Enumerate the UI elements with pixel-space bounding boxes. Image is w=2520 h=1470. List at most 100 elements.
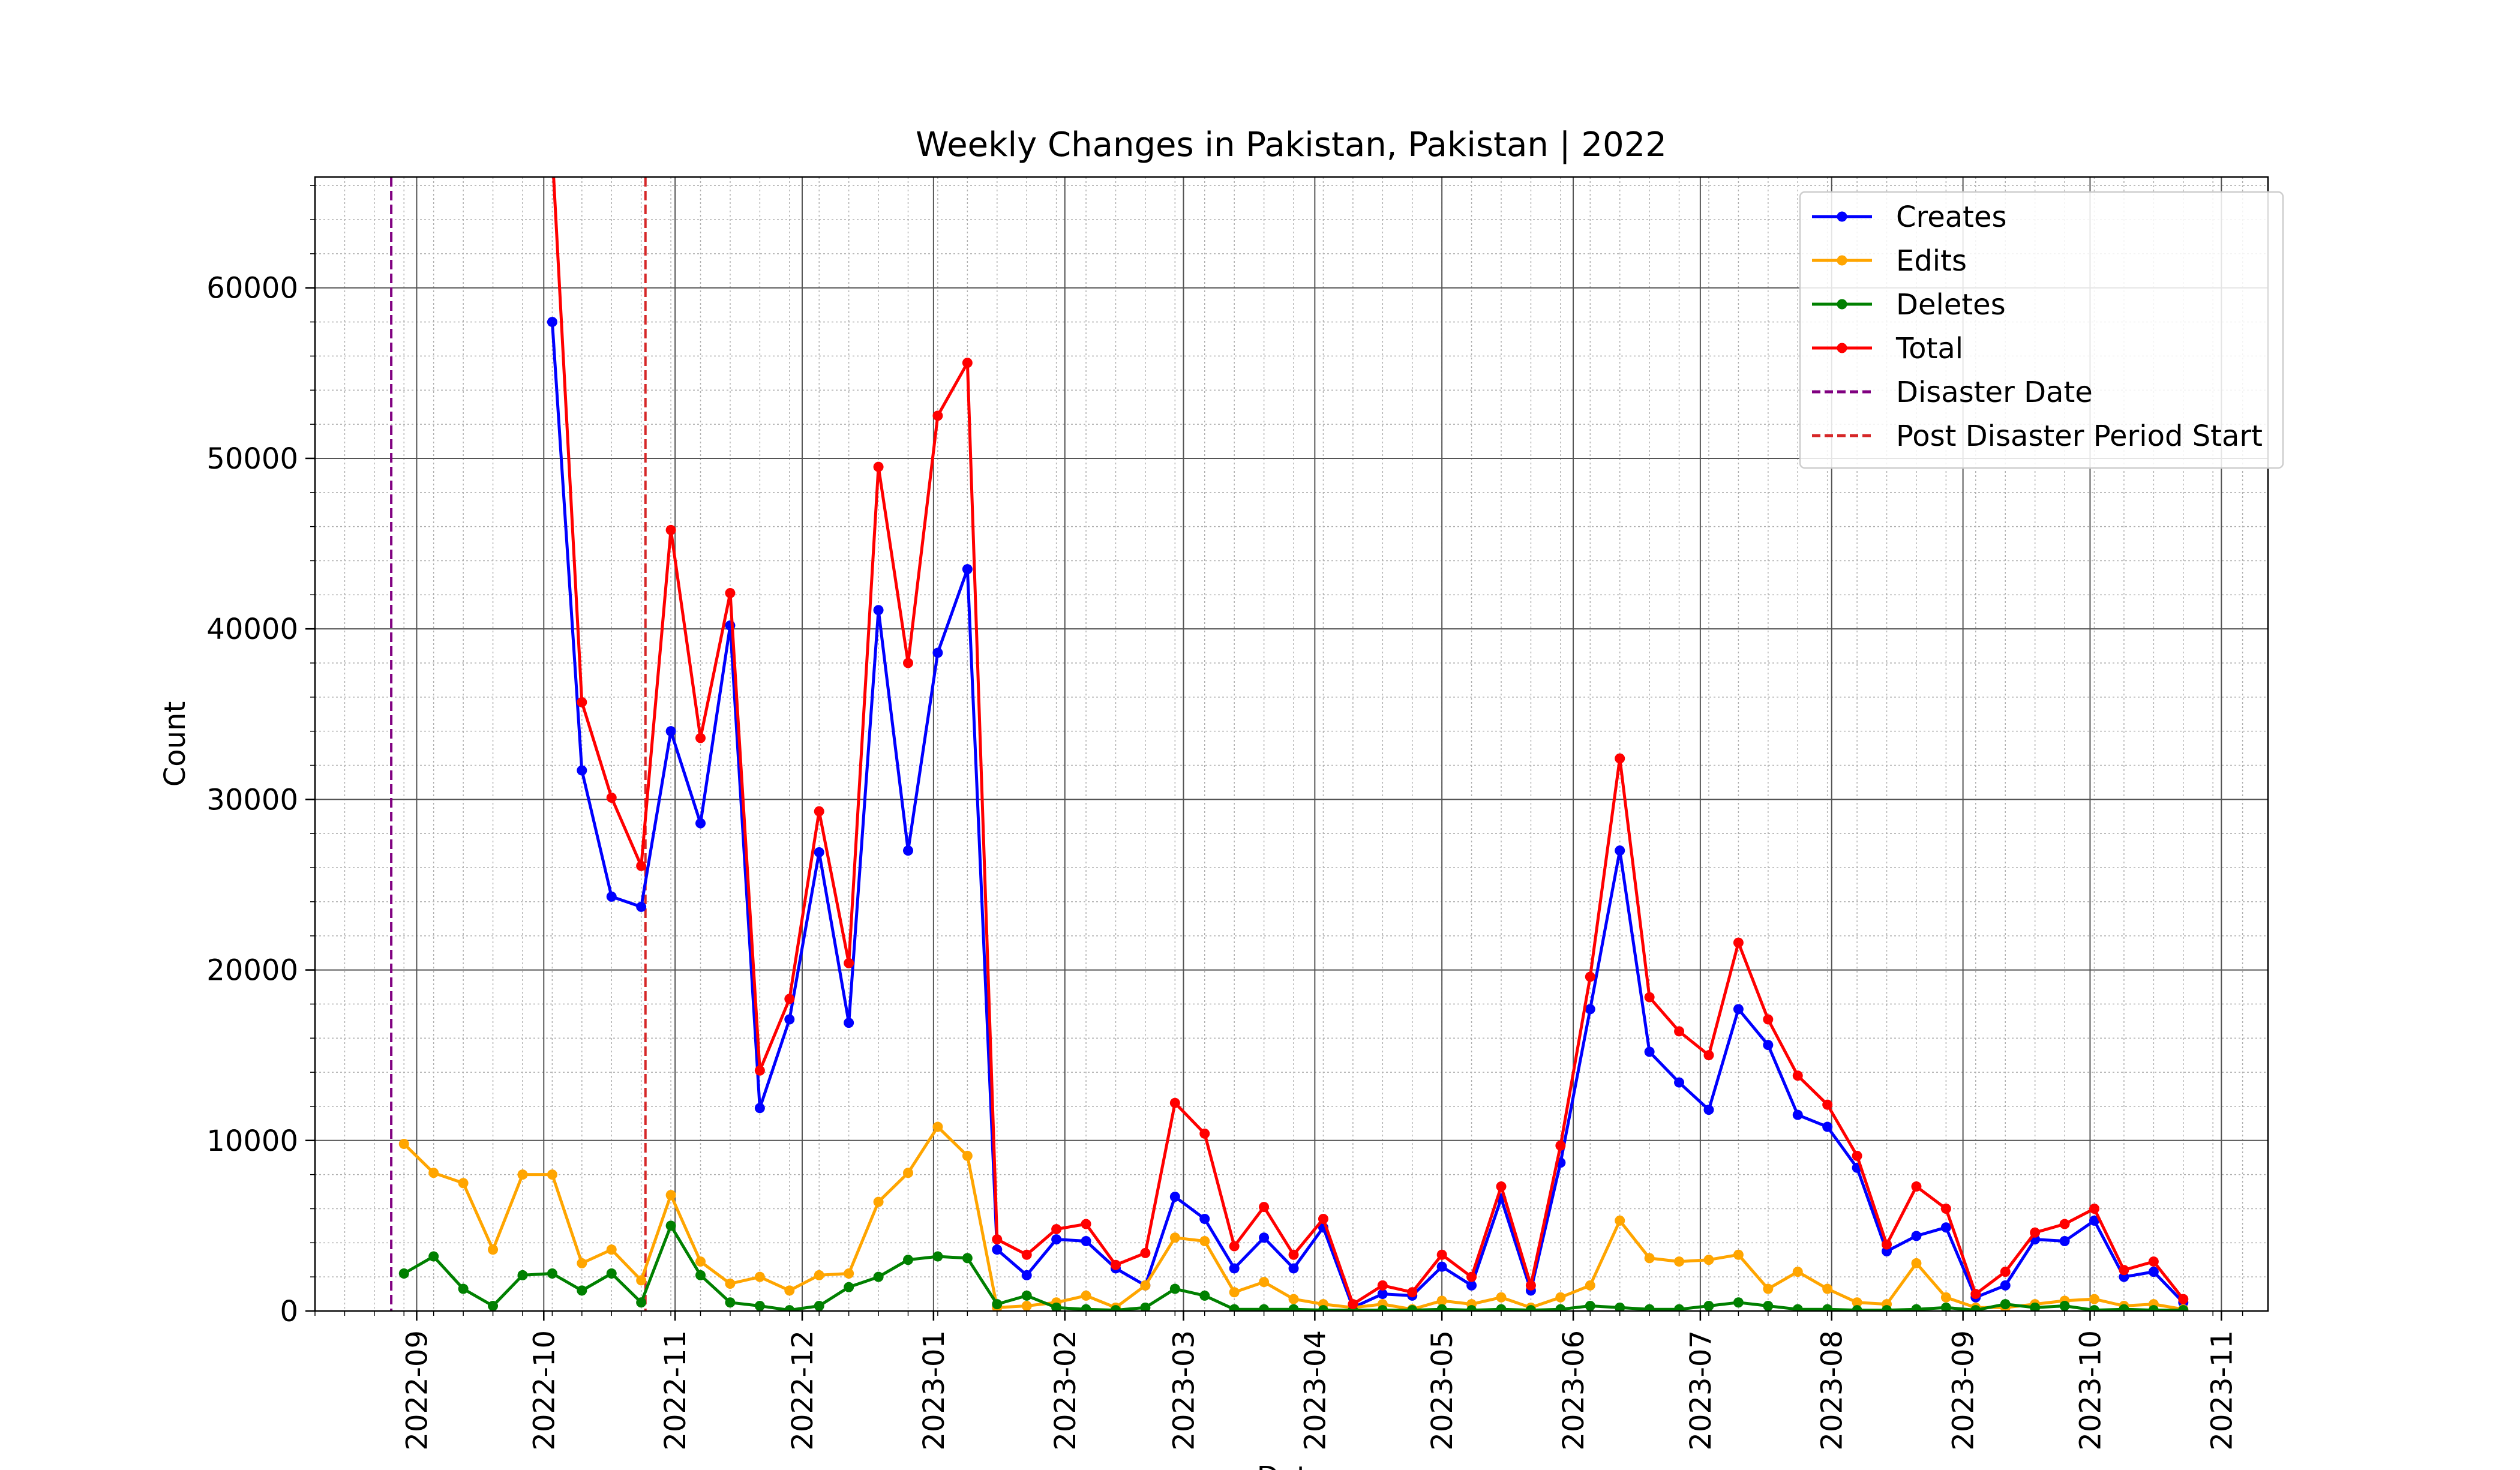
point-edits: [873, 1196, 884, 1207]
point-creates: [1436, 1261, 1447, 1272]
point-creates: [606, 891, 617, 902]
point-edits: [665, 1190, 676, 1201]
point-deletes: [2000, 1299, 2011, 1310]
legend-marker-creates: [1837, 211, 1847, 222]
point-edits: [1911, 1258, 1922, 1268]
point-deletes: [1940, 1302, 1951, 1311]
y-tick-label: 10000: [206, 1124, 298, 1158]
point-deletes: [1852, 1305, 1862, 1311]
point-total: [1229, 1241, 1240, 1252]
point-total: [932, 410, 943, 421]
point-total: [1377, 1280, 1388, 1291]
point-deletes: [1318, 1305, 1328, 1311]
x-tick-label: 2023-09: [1947, 1330, 1981, 1451]
point-creates: [2089, 1215, 2100, 1226]
point-total: [2119, 1265, 2129, 1276]
point-deletes: [1763, 1300, 1774, 1311]
point-deletes: [1615, 1302, 1625, 1311]
point-deletes: [1377, 1305, 1388, 1311]
point-deletes: [665, 1220, 676, 1231]
point-creates: [2148, 1267, 2159, 1277]
point-creates: [1169, 1192, 1180, 1202]
point-edits: [1674, 1256, 1685, 1267]
major-grid: [315, 177, 2268, 1312]
x-tick-label: 2023-11: [2205, 1330, 2239, 1451]
point-edits: [1763, 1283, 1774, 1294]
point-deletes: [1822, 1304, 1833, 1311]
legend-marker-total: [1837, 343, 1847, 353]
point-deletes: [1081, 1304, 1091, 1311]
point-deletes: [2059, 1300, 2070, 1311]
point-deletes: [992, 1299, 1003, 1310]
point-deletes: [2030, 1302, 2041, 1311]
legend-label-total: Total: [1895, 332, 1963, 365]
point-edits: [1852, 1297, 1862, 1308]
point-creates: [1674, 1077, 1685, 1088]
point-creates: [873, 605, 884, 616]
point-deletes: [2178, 1305, 2189, 1311]
point-edits: [1792, 1267, 1803, 1277]
point-deletes: [1792, 1304, 1803, 1311]
x-tick-label: 2023-07: [1684, 1330, 1718, 1451]
point-creates: [1940, 1222, 1951, 1233]
point-total: [1644, 992, 1655, 1003]
y-tick-label: 0: [280, 1295, 298, 1328]
point-edits: [1140, 1280, 1151, 1291]
point-deletes: [962, 1253, 973, 1264]
point-deletes: [1199, 1290, 1210, 1301]
point-deletes: [517, 1270, 528, 1280]
point-total: [1199, 1128, 1210, 1139]
point-total: [1940, 1203, 1951, 1214]
point-edits: [1169, 1232, 1180, 1243]
point-total: [2148, 1256, 2159, 1267]
point-total: [1822, 1099, 1833, 1110]
point-edits: [547, 1169, 557, 1180]
point-total: [1496, 1181, 1507, 1192]
point-total: [1436, 1249, 1447, 1260]
point-creates: [1644, 1046, 1655, 1057]
point-deletes: [844, 1282, 854, 1292]
point-creates: [1822, 1121, 1833, 1132]
point-total: [1525, 1280, 1536, 1291]
x-tick-label: 2022-10: [527, 1330, 561, 1451]
point-edits: [1081, 1290, 1091, 1301]
point-total: [1911, 1181, 1922, 1192]
point-total: [725, 587, 736, 598]
point-total: [1792, 1070, 1803, 1081]
point-edits: [1021, 1300, 1032, 1311]
point-total: [962, 358, 973, 368]
legend-label-deletes: Deletes: [1896, 288, 2006, 322]
point-total: [844, 958, 854, 968]
point-creates: [1377, 1289, 1388, 1300]
legend-label-edits: Edits: [1896, 244, 1967, 278]
point-total: [784, 994, 795, 1004]
point-deletes: [725, 1297, 736, 1308]
point-creates: [1763, 1040, 1774, 1051]
point-edits: [1644, 1253, 1655, 1264]
x-tick-label: 2023-03: [1167, 1330, 1201, 1451]
point-edits: [428, 1168, 439, 1178]
x-tick-label: 2023-04: [1298, 1330, 1332, 1451]
point-edits: [1615, 1215, 1625, 1226]
point-deletes: [547, 1268, 557, 1279]
point-deletes: [932, 1251, 943, 1262]
point-total: [1407, 1287, 1418, 1298]
point-creates: [1466, 1280, 1477, 1291]
point-total: [1140, 1247, 1151, 1258]
point-deletes: [428, 1251, 439, 1262]
point-creates: [1585, 1004, 1595, 1015]
point-creates: [1199, 1214, 1210, 1225]
point-total: [1733, 937, 1744, 948]
point-edits: [398, 1138, 409, 1149]
point-deletes: [1407, 1305, 1418, 1311]
point-edits: [844, 1268, 854, 1279]
point-total: [1288, 1249, 1299, 1260]
point-creates: [695, 818, 706, 829]
x-tick-label: 2023-08: [1816, 1330, 1849, 1451]
y-tick-label: 30000: [206, 783, 298, 817]
point-total: [992, 1234, 1003, 1245]
point-edits: [606, 1244, 617, 1255]
x-tick-label: 2023-05: [1426, 1330, 1459, 1451]
point-edits: [1259, 1277, 1270, 1288]
